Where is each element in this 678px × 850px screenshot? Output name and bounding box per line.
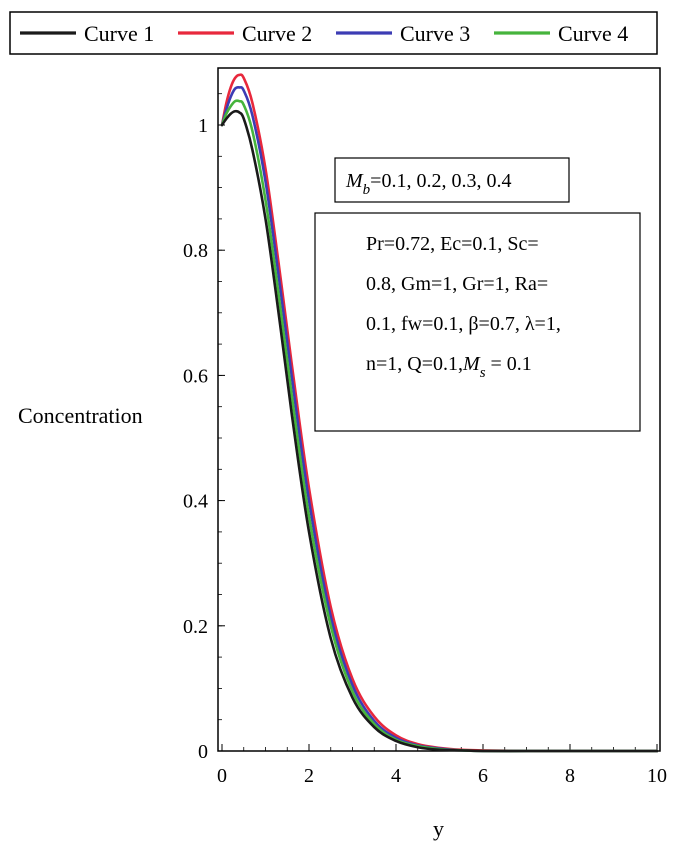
y-tick-label: 0 — [198, 741, 208, 763]
annotation-mb-text: Mb=0.1, 0.2, 0.3, 0.4 — [345, 170, 511, 198]
annotation-mb-box — [334, 157, 570, 203]
params-line-4: n=1, Q=0.1,Ms = 0.1 — [366, 353, 532, 381]
params-line-3: 0.1, fw=0.1, β=0.7, λ=1, — [366, 313, 561, 335]
y-tick-label: 0.8 — [183, 240, 208, 262]
curves — [220, 73, 659, 753]
x-tick-label: 8 — [565, 765, 575, 787]
legend-label-3: Curve 3 — [400, 21, 470, 46]
legend-label-1: Curve 1 — [84, 21, 154, 46]
x-tick-label: 2 — [304, 765, 314, 787]
legend-label-2: Curve 2 — [242, 21, 312, 46]
x-tick-label: 10 — [647, 765, 667, 787]
x-tick-label: 0 — [217, 765, 227, 787]
x-tick-label: 6 — [478, 765, 488, 787]
axes: 0 2 4 6 8 10 0 0.2 0.4 0.6 0.8 1 — [183, 93, 667, 787]
params-line-1: Pr=0.72, Ec=0.1, Sc= — [366, 233, 539, 255]
params-line-2: 0.8, Gm=1, Gr=1, Ra= — [366, 273, 548, 295]
y-axis-label: Concentration — [18, 403, 143, 428]
annotation-params: Pr=0.72, Ec=0.1, Sc= 0.8, Gm=1, Gr=1, Ra… — [314, 212, 641, 432]
series-line-1 — [220, 109, 659, 753]
legend: Curve 1 Curve 2 Curve 3 Curve 4 — [9, 11, 658, 55]
y-tick-label: 0.4 — [183, 491, 208, 513]
annotation-params-box — [314, 212, 641, 432]
y-tick-label: 1 — [198, 115, 208, 137]
legend-box — [9, 11, 658, 55]
x-tick-label: 4 — [391, 765, 401, 787]
x-axis-label: y — [433, 816, 444, 841]
legend-label-4: Curve 4 — [558, 21, 628, 46]
y-tick-label: 0.6 — [183, 365, 208, 387]
annotation-mb: Mb=0.1, 0.2, 0.3, 0.4 — [334, 157, 570, 203]
y-tick-label: 0.2 — [183, 616, 208, 638]
